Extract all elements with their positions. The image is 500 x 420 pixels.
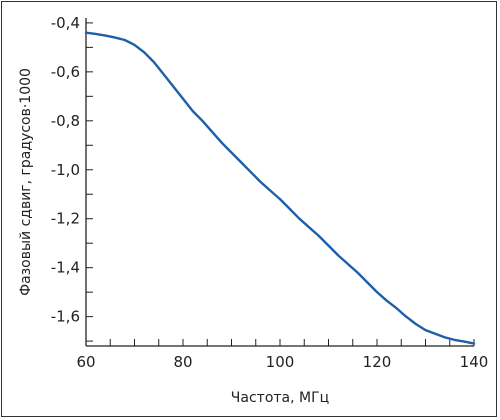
x-tick-label: 100 (266, 353, 295, 371)
y-tick-label: -1,2 (51, 210, 80, 228)
y-tick-label: -0,6 (51, 63, 80, 81)
y-tick-label: -0,4 (51, 14, 80, 32)
y-tick-label: -1,0 (51, 161, 80, 179)
plot-area (84, 31, 476, 345)
y-tick-label: -0,8 (51, 112, 80, 130)
y-ticks: -0,4 -0,6 -0,8 -1,0 -1,2 -1,4 -1,6 (51, 14, 93, 342)
x-tick-label: 120 (363, 353, 392, 371)
y-axis-title: Фазовый сдвиг, градусов·1000 (18, 68, 34, 296)
series-line (84, 31, 476, 345)
x-tick-label: 60 (76, 353, 95, 371)
y-tick-label: -1,4 (51, 259, 80, 277)
x-tick-label: 80 (173, 353, 192, 371)
x-axis-title: Частота, МГц (231, 390, 329, 406)
x-tick-label: 140 (460, 353, 489, 371)
y-tick-label: -1,6 (51, 308, 80, 326)
axes (85, 18, 474, 347)
x-ticks: 60 80 100 120 140 (76, 339, 488, 371)
